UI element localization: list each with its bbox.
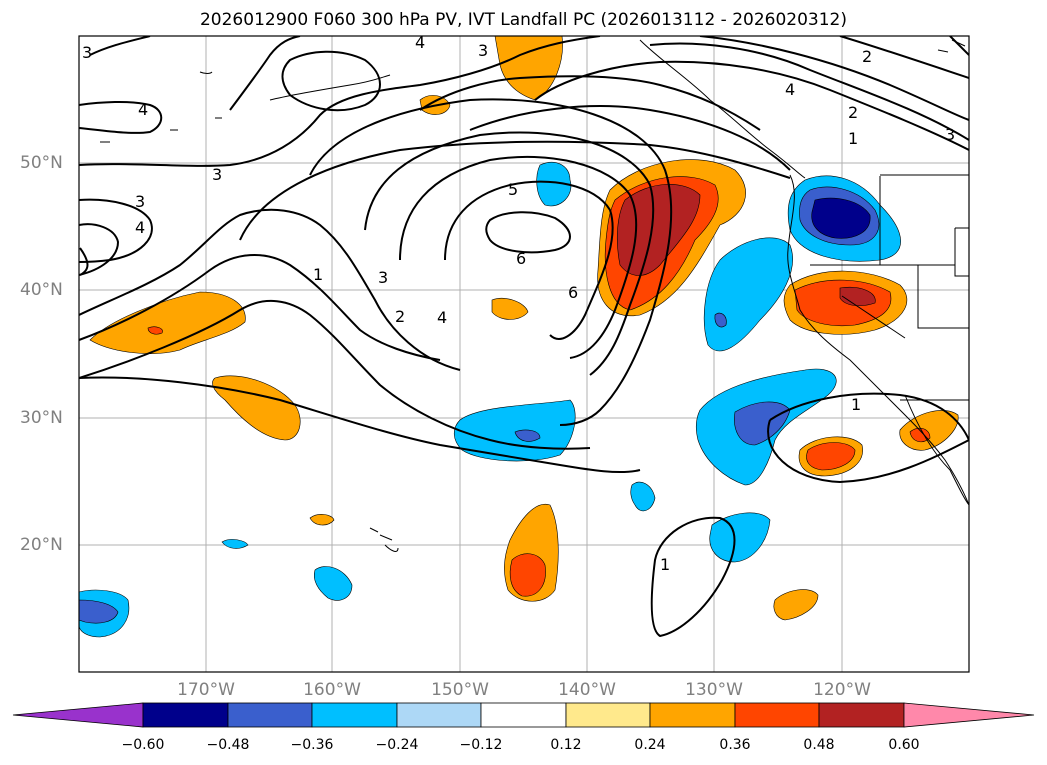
contour-label: 2 xyxy=(848,103,858,122)
lat-label: 30°N xyxy=(20,408,63,428)
colorbar-tick-label: 0.60 xyxy=(888,737,920,753)
contour-label: 3 xyxy=(378,268,388,287)
contour-label: 5 xyxy=(508,180,518,199)
contour-label: 3 xyxy=(82,43,92,62)
colorbar-bin xyxy=(142,702,229,728)
contour-label: 4 xyxy=(138,100,148,119)
lon-label: 160°W xyxy=(303,680,361,700)
contour-label: 4 xyxy=(135,218,145,237)
colorbar-bin xyxy=(649,702,736,728)
colorbar-bin xyxy=(565,702,651,728)
contour-label: 4 xyxy=(415,33,425,52)
shaded-regions xyxy=(79,36,959,638)
colorbar-bin xyxy=(480,702,567,728)
contour-label: 4 xyxy=(437,308,447,327)
contour-label: 2 xyxy=(395,307,405,326)
contour-label: 1 xyxy=(313,265,323,284)
contour-label: 3 xyxy=(212,165,222,184)
contour-label: 1 xyxy=(660,555,670,574)
pv-contours xyxy=(79,36,969,638)
colorbar-tick-label: −0.48 xyxy=(206,737,250,753)
lat-label: 40°N xyxy=(20,280,63,300)
colorbar-tick-label: 0.36 xyxy=(719,737,751,753)
colorbar-tick-label: −0.24 xyxy=(375,737,419,753)
lon-label: 120°W xyxy=(813,680,871,700)
colorbar-under-arrow xyxy=(12,702,144,728)
map-title: 2026012900 F060 300 hPa PV, IVT Landfall… xyxy=(199,10,847,30)
colorbar-bin xyxy=(227,702,313,728)
lat-label: 50°N xyxy=(20,153,63,173)
colorbar-tick-label: 0.48 xyxy=(803,737,835,753)
contour-label: 3 xyxy=(945,125,955,144)
colorbar-over-arrow xyxy=(903,702,1035,728)
colorbar xyxy=(12,702,1035,728)
colorbar-bin xyxy=(396,702,482,728)
colorbar-tick-label: −0.36 xyxy=(290,737,334,753)
contour-label: 2 xyxy=(862,47,872,66)
contour-label: 3 xyxy=(135,192,145,211)
colorbar-tick-label: 0.24 xyxy=(634,737,666,753)
colorbar-tick-label: −0.12 xyxy=(459,737,503,753)
contour-label: 6 xyxy=(516,249,526,268)
map-frame xyxy=(78,35,970,673)
contour-label: 1 xyxy=(848,129,858,148)
colorbar-bin xyxy=(818,702,905,728)
colorbar-bin xyxy=(734,702,820,728)
lon-label: 170°W xyxy=(177,680,235,700)
contour-label: 3 xyxy=(478,41,488,60)
contour-label: 6 xyxy=(568,283,578,302)
colorbar-bin xyxy=(311,702,398,728)
contour-label: 4 xyxy=(785,80,795,99)
lon-label: 150°W xyxy=(431,680,489,700)
colorbar-tick-label: 0.12 xyxy=(550,737,582,753)
colorbar-tick-label: −0.60 xyxy=(121,737,165,753)
contour-labels: 3 4 3 2 2 1 3 4 3 4 3 4 5 6 6 1 3 2 4 1 … xyxy=(82,33,955,574)
lat-label: 20°N xyxy=(20,535,63,555)
lon-label: 140°W xyxy=(558,680,616,700)
contour-label: 1 xyxy=(851,395,861,414)
lon-label: 130°W xyxy=(685,680,743,700)
